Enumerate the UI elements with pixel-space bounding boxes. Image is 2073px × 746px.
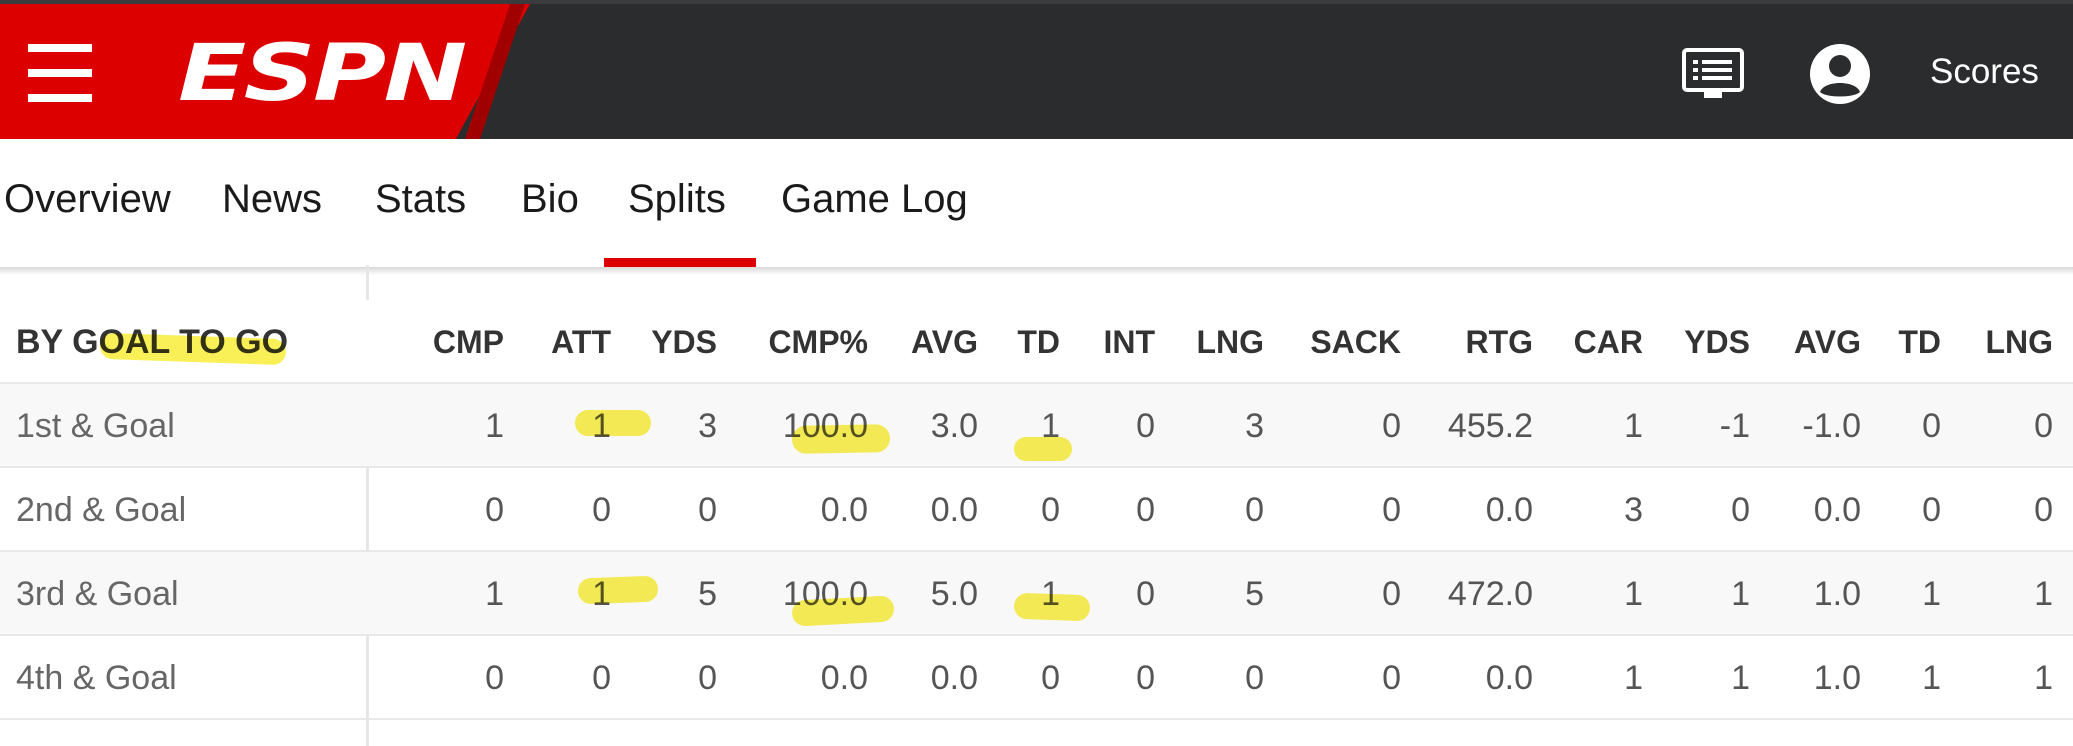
highlight-mark: [1014, 437, 1072, 461]
table-cell: 1: [485, 407, 504, 445]
table-cell: 1: [1624, 659, 1643, 697]
table-cell: 0.0: [1485, 491, 1533, 529]
column-header: LNG: [1196, 324, 1264, 360]
column-header: INT: [1103, 324, 1155, 360]
table-cell: 0: [1382, 407, 1401, 445]
table-cell: 0: [1041, 659, 1060, 697]
table-cell: 0.0: [1485, 659, 1533, 697]
table-cell: 5: [1245, 575, 1264, 613]
row-label: 1st & Goal: [16, 407, 175, 445]
table-cell: 1: [1731, 575, 1750, 613]
highlight-mark: [791, 424, 891, 454]
table-cell: 0: [1245, 659, 1264, 697]
column-header: TD: [1017, 324, 1060, 360]
table-cell: 3.0: [930, 407, 978, 445]
table-cell: 1: [1731, 659, 1750, 697]
table-cell: 0.0: [930, 659, 978, 697]
table-cell: 0: [2034, 491, 2053, 529]
tab-bar-shadow: [0, 267, 2073, 275]
table-cell: 0.0: [930, 491, 978, 529]
table-cell: 1: [1922, 575, 1941, 613]
table-cell: 0.0: [1813, 491, 1861, 529]
column-header: CMP%: [768, 324, 868, 360]
table-header-row: BY GOAL TO GO CMP ATT YDS CMP% AVG TD IN…: [0, 300, 2073, 384]
table-cell: 0: [2034, 407, 2053, 445]
player-tabs: Overview News Stats Bio Splits Game Log: [0, 139, 2073, 267]
table-cell: 1: [1041, 407, 1060, 445]
table-cell: 1: [2034, 575, 2053, 613]
row-label: 3rd & Goal: [16, 575, 179, 613]
tab-splits[interactable]: Splits: [628, 177, 726, 221]
tab-bio[interactable]: Bio: [521, 177, 579, 221]
table-cell: 1: [1922, 659, 1941, 697]
table-column-divider: [366, 265, 369, 746]
table-cell: 0: [698, 659, 717, 697]
table-cell: 3: [1624, 491, 1643, 529]
column-header: YDS: [1684, 324, 1750, 360]
column-header: LNG: [1985, 324, 2053, 360]
table-cell: 1.0: [1813, 575, 1861, 613]
table-cell: 0: [1136, 491, 1155, 529]
table-cell: 0: [1382, 491, 1401, 529]
table-cell: 0: [1731, 491, 1750, 529]
table-cell: 0: [1382, 575, 1401, 613]
table-cell: 5.0: [930, 575, 978, 613]
table-cell: -1.0: [1802, 407, 1861, 445]
table-cell: -1: [1719, 407, 1750, 445]
column-header: CMP: [432, 324, 504, 360]
table-cell: 472.0: [1447, 575, 1533, 613]
table-cell: 455.2: [1447, 407, 1533, 445]
table-row: 4th & Goal 0 0 0 0.0 0.0 0 0 0 0 0.0 1 1 1.0 1 1: [0, 636, 2073, 720]
user-icon[interactable]: [1810, 44, 1870, 104]
highlight-mark: [1013, 592, 1091, 622]
table-cell: 0: [485, 491, 504, 529]
table-cell: 0: [592, 491, 611, 529]
tab-news[interactable]: News: [222, 177, 323, 221]
table-cell: 0.0: [820, 659, 868, 697]
table-cell: 3: [698, 407, 717, 445]
table-row: 2nd & Goal 0 0 0 0.0 0.0 0 0 0 0 0.0 3 0 0.0 0 0: [0, 468, 2073, 552]
row-label: 4th & Goal: [16, 659, 177, 697]
espn-logo[interactable]: ESPN: [178, 29, 467, 119]
column-header: YDS: [651, 324, 717, 360]
table-cell: 0: [1922, 407, 1941, 445]
column-header: TD: [1898, 324, 1941, 360]
table-cell: 0: [1245, 491, 1264, 529]
table-cell: 3: [1245, 407, 1264, 445]
table-cell: 0: [698, 491, 717, 529]
table-cell: 0: [592, 659, 611, 697]
table-cell: 1: [1624, 575, 1643, 613]
table-cell: 0: [1136, 575, 1155, 613]
tab-stats[interactable]: Stats: [375, 177, 467, 221]
table-cell: 1: [2034, 659, 2053, 697]
top-navigation-bar: ESPN Scores: [0, 0, 2073, 139]
table-cell: 0: [1136, 407, 1155, 445]
table-cell: 0: [485, 659, 504, 697]
column-header: AVG: [1794, 324, 1861, 360]
column-header: SACK: [1310, 324, 1401, 360]
table-cell: 5: [698, 575, 717, 613]
scores-link[interactable]: Scores: [1930, 52, 2039, 91]
column-header: RTG: [1465, 324, 1533, 360]
table-cell: 0: [1382, 659, 1401, 697]
table-cell: 1: [1624, 407, 1643, 445]
highlight-mark: [791, 595, 895, 627]
table-cell: 0: [1041, 491, 1060, 529]
menu-icon[interactable]: [28, 44, 92, 102]
column-header: CAR: [1573, 324, 1643, 360]
table-cell: 0: [1136, 659, 1155, 697]
table-cell: 1: [485, 575, 504, 613]
column-header: AVG: [911, 324, 978, 360]
highlight-mark: [575, 410, 651, 436]
table-cell: 0.0: [820, 491, 868, 529]
table-cell: 0: [1922, 491, 1941, 529]
highlight-mark: [577, 575, 659, 605]
tab-game-log[interactable]: Game Log: [781, 177, 968, 221]
column-header: ATT: [551, 324, 611, 360]
watch-list-icon[interactable]: [1682, 48, 1744, 98]
tab-overview[interactable]: Overview: [4, 177, 171, 221]
row-label: 2nd & Goal: [16, 491, 187, 529]
table-cell: 1.0: [1813, 659, 1861, 697]
active-tab-indicator: [604, 258, 756, 267]
